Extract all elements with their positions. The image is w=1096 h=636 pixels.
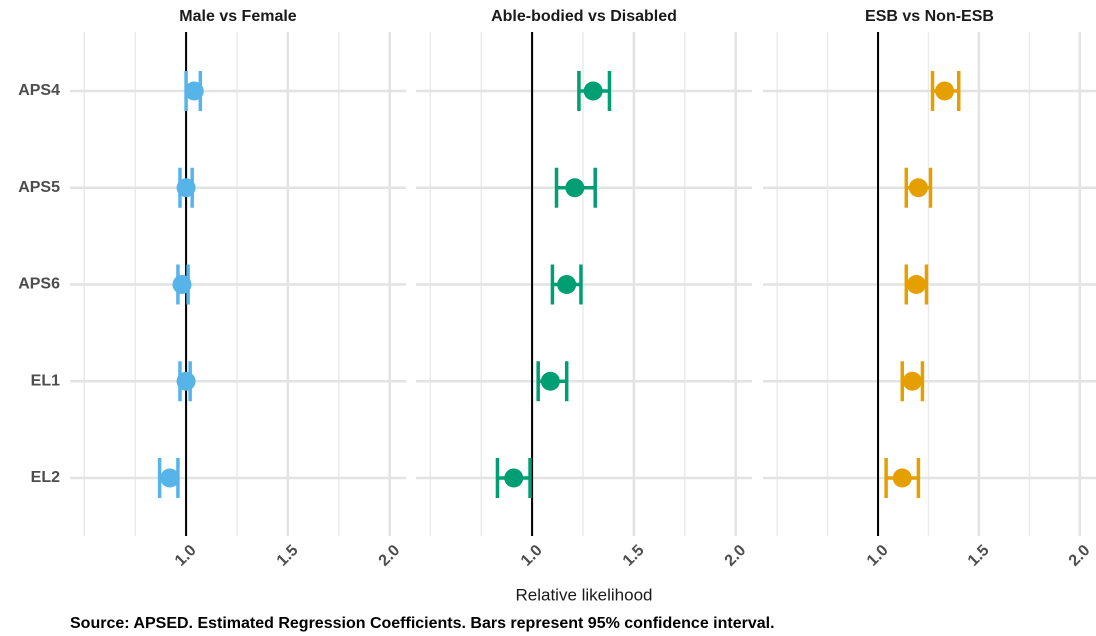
point	[184, 81, 204, 101]
y-tick-label: APS6	[18, 276, 60, 293]
panel-title: ESB vs Non-ESB	[865, 8, 994, 25]
x-tick-label: 2.0	[722, 542, 750, 570]
panel-title: Male vs Female	[179, 8, 297, 25]
x-tick-label: 1.0	[864, 542, 892, 570]
point	[935, 81, 955, 101]
panel-title: Able-bodied vs Disabled	[491, 8, 677, 25]
x-tick-label: 2.0	[376, 542, 404, 570]
y-tick-label: APS5	[18, 179, 60, 196]
point	[172, 275, 192, 294]
x-tick-label: 1.0	[172, 542, 200, 570]
x-tick-label: 1.5	[965, 542, 993, 570]
point	[557, 275, 577, 294]
point	[176, 371, 196, 391]
point	[504, 468, 524, 488]
caption: Source: APSED. Estimated Regression Coef…	[70, 615, 775, 632]
point	[583, 81, 603, 101]
point	[176, 178, 196, 198]
point	[565, 178, 585, 198]
point	[540, 371, 560, 391]
x-tick-label: 1.0	[518, 542, 546, 570]
x-axis-label: Relative likelihood	[515, 585, 652, 604]
y-tick-label: EL1	[31, 372, 60, 389]
x-tick-label: 1.5	[274, 542, 302, 570]
x-tick-label: 1.5	[620, 542, 648, 570]
x-tick-label: 2.0	[1066, 542, 1094, 570]
y-tick-label: APS4	[18, 82, 60, 99]
point	[908, 178, 928, 198]
y-tick-label: EL2	[31, 469, 60, 486]
point	[160, 468, 180, 488]
point	[902, 371, 922, 391]
point	[906, 275, 926, 294]
point	[892, 468, 912, 488]
